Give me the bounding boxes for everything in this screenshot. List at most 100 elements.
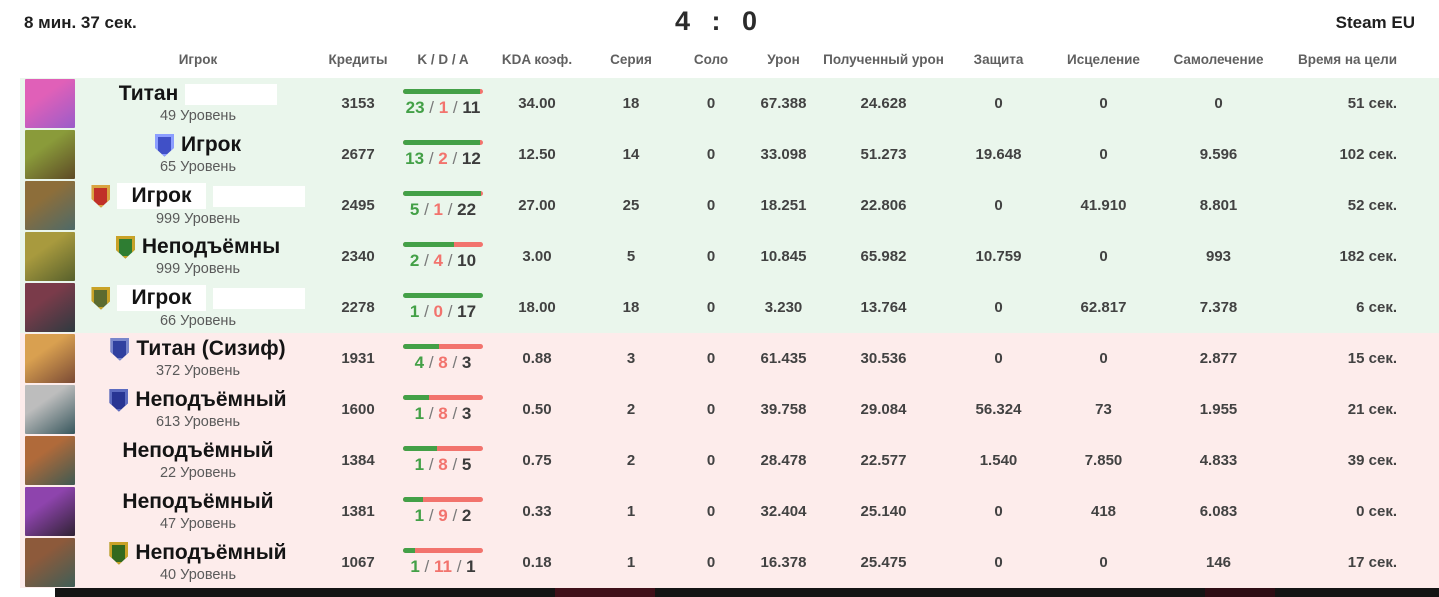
scoreboard-table: Игрок Кредиты K / D / A KDA коэф. Серия … [0,40,1439,588]
damage-taken-value: 51.273 [860,146,907,163]
player-level: 40 Уровень [159,567,236,584]
header-kda-ratio: KDA коэф. [501,51,573,67]
player-level: 999 Уровень [155,211,241,228]
kda-bar-green [403,446,437,451]
assists-value: 22 [457,200,477,219]
table-row[interactable]: Титан 49 Уровень 3153 23 / 1 / 11 34.00 … [20,78,1439,129]
kda-bar [403,548,483,553]
healing-value: 62.817 [1080,299,1127,316]
objective-time-value: 21 сек. [1347,401,1397,418]
kda-text: 23 / 1 / 11 [405,98,481,117]
credits-value: 1931 [341,350,375,367]
avatar-cell [20,282,78,333]
player-name-line: Игрок [91,183,305,210]
damage-taken-value: 13.764 [860,299,907,316]
scoreboard-rows: Титан 49 Уровень 3153 23 / 1 / 11 34.00 … [20,78,1439,588]
shielding-value: 10.759 [975,248,1022,265]
damage-taken-value: 25.475 [860,554,907,571]
player-name: Неподъёмный [122,490,274,514]
credits-value: 1600 [341,401,375,418]
deaths-value: 2 [438,149,448,168]
solo-value: 0 [706,401,716,418]
credits-value: 2340 [341,248,375,265]
table-row[interactable]: Игрок 66 Уровень 2278 1 / 0 / 17 18.00 1… [20,282,1439,333]
player-name-line: Титан (Сизиф) [110,337,286,361]
solo-value: 0 [706,350,716,367]
kda-bar [403,293,483,298]
kills-value: 1 [410,557,420,576]
table-row[interactable]: Игрок 65 Уровень 2677 13 / 2 / 12 12.50 … [20,129,1439,180]
next-row-image-peek [1205,588,1275,597]
healing-value: 0 [1099,554,1108,571]
player-name: Неподъёмный [135,541,287,565]
champion-avatar [25,232,75,281]
damage-value: 61.435 [760,350,807,367]
objective-time-value: 15 сек. [1347,350,1397,367]
kda-ratio-value: 0.88 [522,350,552,367]
champion-avatar [25,79,75,128]
table-row[interactable]: Неподъёмный 47 Уровень 1381 1 / 9 / 2 0.… [20,486,1439,537]
kda-cell: 2 / 4 / 10 [398,242,488,271]
streak-value: 18 [622,299,640,316]
kda-bar [403,191,483,196]
deaths-value: 0 [433,302,443,321]
assists-value: 3 [461,404,472,423]
table-row[interactable]: Неподъёмный 40 Уровень 1067 1 / 11 / 1 0… [20,537,1439,588]
kda-text: 1 / 0 / 17 [409,302,477,321]
kda-ratio-value: 12.50 [518,146,556,163]
self-healing-value: 4.833 [1199,452,1238,469]
healing-value: 0 [1099,248,1108,265]
deaths-value: 1 [433,200,443,219]
player-cell: Титан (Сизиф) 372 Уровень [78,337,318,380]
objective-time-value: 39 сек. [1347,452,1397,469]
champion-avatar [25,283,75,332]
clan-badge-icon [109,388,129,412]
credits-value: 2677 [341,146,375,163]
match-score: 4 : 0 [674,6,765,36]
champion-avatar [25,181,75,230]
avatar-cell [20,435,78,486]
streak-value: 1 [626,503,636,520]
table-row[interactable]: Титан (Сизиф) 372 Уровень 1931 4 / 8 / 3… [20,333,1439,384]
avatar-cell [20,537,78,588]
shielding-value: 0 [994,95,1003,112]
table-row[interactable]: Неподъёмный 613 Уровень 1600 1 / 8 / 3 0… [20,384,1439,435]
match-timer: 8 мин. 37 сек. [24,13,137,32]
table-row[interactable]: Игрок 999 Уровень 2495 5 / 1 / 22 27.00 … [20,180,1439,231]
player-cell: Игрок 999 Уровень [78,183,318,228]
deaths-value: 9 [438,506,448,525]
avatar-cell [20,384,78,435]
avatar-cell [20,180,78,231]
kda-ratio-value: 0.18 [522,554,552,571]
self-healing-value: 0 [1214,95,1223,112]
assists-value: 17 [457,302,477,321]
clan-badge-icon [109,541,129,565]
kda-text: 1 / 11 / 1 [410,557,476,576]
streak-value: 25 [622,197,640,214]
header-solo: Соло [693,51,729,67]
kda-cell: 1 / 11 / 1 [398,548,488,577]
table-row[interactable]: Неподъёмный 22 Уровень 1384 1 / 8 / 5 0.… [20,435,1439,486]
self-healing-value: 6.083 [1199,503,1238,520]
objective-time-value: 182 сек. [1339,248,1397,265]
player-name: Игрок [117,183,206,210]
solo-value: 0 [706,299,716,316]
kda-ratio-value: 0.75 [522,452,552,469]
table-row[interactable]: Неподъёмны 999 Уровень 2340 2 / 4 / 10 3… [20,231,1439,282]
damage-taken-value: 29.084 [860,401,907,418]
kda-bar [403,89,483,94]
champion-avatar [25,436,75,485]
shielding-value: 0 [994,299,1003,316]
player-name-line: Неподъёмный [109,388,287,412]
champion-avatar [25,334,75,383]
damage-value: 10.845 [760,248,807,265]
healing-value: 0 [1099,146,1108,163]
header-damage: Урон [767,51,800,67]
kda-bar [403,446,483,451]
deaths-value: 8 [438,404,448,423]
healing-value: 0 [1099,350,1108,367]
solo-value: 0 [706,248,716,265]
assists-value: 2 [461,506,472,525]
kills-value: 23 [405,98,425,117]
player-level: 66 Уровень [159,313,236,330]
